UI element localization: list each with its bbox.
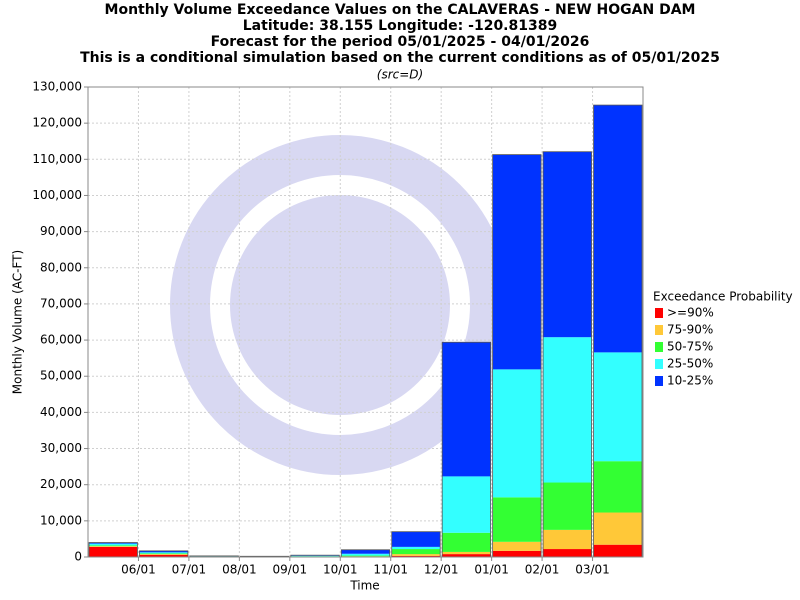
bar-segment: [593, 461, 642, 513]
bar-segment: [593, 105, 642, 353]
y-axis-label: Monthly Volume (AC-FT): [11, 250, 25, 394]
y-tick-label: 10,000: [40, 513, 82, 527]
title-line: Monthly Volume Exceedance Values on the …: [105, 2, 696, 18]
legend-swatch: [655, 376, 663, 386]
x-tick-label: 10/01: [323, 563, 358, 577]
bar-segment: [391, 549, 441, 555]
plot-frame: [87, 86, 644, 558]
bar-segment: [593, 352, 642, 462]
bar-segment: [139, 550, 188, 553]
legend-swatch: [655, 359, 663, 369]
legend-label: 75-90%: [667, 323, 713, 337]
x-tick-label: 06/01: [121, 563, 156, 577]
bar-segment: [593, 512, 642, 545]
bar-segment: [290, 555, 340, 557]
y-tick-label: 80,000: [40, 260, 82, 274]
bar-segment: [492, 541, 542, 551]
y-tick-label: 30,000: [40, 441, 82, 455]
title-line: Latitude: 38.155 Longitude: -120.81389: [243, 18, 557, 34]
x-tick-label: 11/01: [373, 563, 408, 577]
legend-label: 10-25%: [667, 374, 713, 388]
bar-segment: [593, 544, 642, 557]
bar-segment: [341, 549, 390, 554]
y-tick-label: 60,000: [40, 333, 82, 347]
bar-segment: [89, 546, 138, 547]
y-tick-label: 100,000: [32, 188, 82, 202]
y-tick-label: 130,000: [32, 80, 82, 94]
y-tick-label: 90,000: [40, 224, 82, 238]
x-axis-label: Time: [349, 579, 379, 593]
x-tick-label: 02/01: [525, 563, 560, 577]
x-tick-label: 07/01: [172, 563, 207, 577]
bar-segment: [89, 546, 138, 557]
bar-segment: [543, 151, 592, 338]
legend-swatch: [655, 308, 663, 318]
bar-segment: [492, 154, 542, 370]
bar-segment: [543, 337, 592, 483]
bar-segment: [139, 554, 188, 555]
bar-segment: [89, 542, 138, 544]
legend-swatch: [655, 325, 663, 335]
x-tick-label: 09/01: [273, 563, 308, 577]
y-tick-label: 50,000: [40, 369, 82, 383]
legend-label: 25-50%: [667, 357, 713, 371]
bar-segment: [543, 549, 592, 557]
bar-segment: [442, 551, 491, 555]
bar-segment: [442, 532, 491, 552]
x-tick-label: 12/01: [424, 563, 459, 577]
bar-segment: [139, 554, 188, 557]
subtitle: (src=D): [377, 68, 423, 82]
title-line: This is a conditional simulation based o…: [80, 50, 720, 66]
bar-segment: [139, 553, 188, 555]
legend-swatch: [655, 342, 663, 352]
bar-segment: [492, 550, 542, 557]
y-tick-label: 110,000: [32, 152, 82, 166]
title-line: Forecast for the period 05/01/2025 - 04/…: [211, 34, 590, 50]
bar-segment: [89, 545, 138, 547]
bar-segment: [442, 342, 491, 477]
bar-segment: [391, 555, 441, 557]
y-tick-label: 70,000: [40, 296, 82, 310]
bar-segment: [442, 554, 491, 557]
y-tick-label: 20,000: [40, 477, 82, 491]
bar-segment: [391, 554, 441, 556]
bar-segment: [543, 482, 592, 530]
bar-segment: [442, 476, 491, 533]
bar-segment: [89, 543, 138, 546]
bar-segment: [492, 497, 542, 542]
bar-segment: [341, 553, 390, 556]
bar-segment: [391, 531, 441, 547]
y-tick-label: 120,000: [32, 116, 82, 130]
bar-segment: [341, 555, 390, 557]
bar-segment: [543, 529, 592, 550]
x-tick-label: 01/01: [474, 563, 509, 577]
bar-segment: [391, 546, 441, 550]
legend-label: 50-75%: [667, 340, 713, 354]
y-tick-label: 0: [74, 550, 82, 564]
bar-segment: [492, 369, 542, 498]
y-tick-label: 40,000: [40, 405, 82, 419]
x-tick-label: 03/01: [575, 563, 610, 577]
legend-label: >=90%: [667, 306, 714, 320]
x-tick-label: 08/01: [222, 563, 257, 577]
legend-title: Exceedance Probability: [653, 290, 793, 304]
bar-segment: [139, 552, 188, 554]
